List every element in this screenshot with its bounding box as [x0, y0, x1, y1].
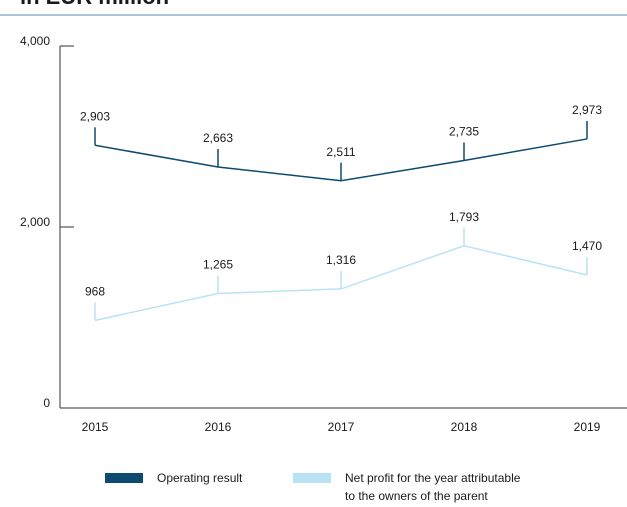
- x-tick-label: 2015: [82, 420, 109, 434]
- data-label: 2,735: [449, 125, 479, 139]
- x-tick-label: 2017: [328, 420, 355, 434]
- chart-title: in EUR million: [20, 0, 169, 9]
- data-label: 968: [85, 285, 105, 299]
- legend-label: Net profit for the year attributable to t…: [345, 471, 521, 503]
- y-tick-label: 4,000: [20, 34, 50, 48]
- legend-swatch: [105, 473, 143, 483]
- legend-swatch: [293, 473, 331, 483]
- data-label: 1,265: [203, 258, 233, 272]
- data-label: 2,663: [203, 131, 233, 145]
- x-tick-label: 2016: [205, 420, 232, 434]
- data-label: 2,903: [80, 109, 110, 123]
- y-tick-label: 2,000: [20, 215, 50, 229]
- data-label: 1,316: [326, 253, 356, 267]
- x-tick-label: 2018: [451, 420, 478, 434]
- legend-label: Operating result: [157, 471, 243, 485]
- y-tick-label: 0: [43, 396, 50, 410]
- data-label: 2,511: [326, 145, 355, 159]
- data-label: 1,470: [572, 239, 602, 253]
- x-tick-label: 2019: [574, 420, 601, 434]
- data-label: 1,793: [449, 210, 479, 224]
- data-label: 2,973: [572, 103, 602, 117]
